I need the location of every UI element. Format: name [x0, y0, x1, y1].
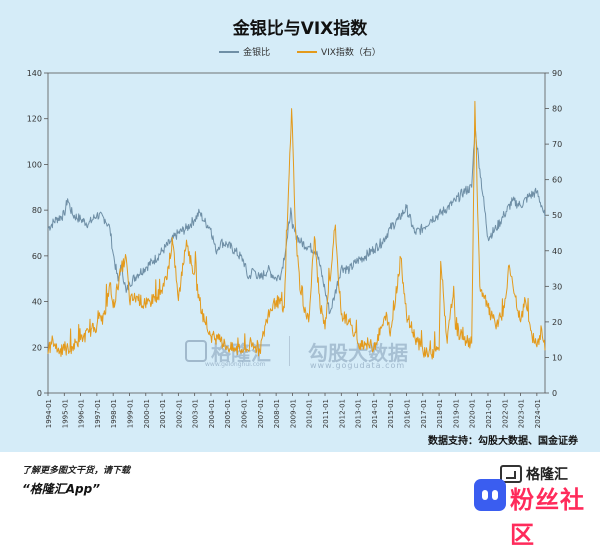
series-line-vix — [47, 100, 546, 360]
right-tick-label: 30 — [552, 282, 562, 291]
right-tick-label: 20 — [552, 318, 562, 327]
watermark-right-url: www.gogudata.com — [310, 361, 406, 370]
left-tick-label: 60 — [32, 252, 42, 261]
x-tick-label: 1997-01 — [94, 399, 102, 428]
legend-swatch-vix — [296, 50, 317, 53]
watermark-logo-icon — [185, 340, 207, 362]
chart-plot: 0 20 40 60 80 100 120 140 0 10 20 30 40 50 60 70 80 90 199… — [27, 69, 562, 428]
legend-swatch-gold-silver-ratio — [219, 50, 240, 53]
x-tick-label: 2006-01 — [241, 399, 249, 428]
x-tick-label: 2012-01 — [338, 399, 346, 428]
legend-label-vix: VIX指数（右） — [320, 48, 381, 58]
x-tick-label: 2004-01 — [208, 399, 216, 428]
x-tick-label: 2014-01 — [371, 399, 379, 428]
watermark-divider — [289, 336, 290, 366]
x-tick-label: 2020-01 — [469, 399, 477, 428]
left-tick-label: 20 — [32, 343, 42, 352]
left-tick-label: 0 — [37, 389, 42, 398]
x-tick-label: 2001-01 — [159, 399, 167, 428]
legend-item-gold-silver-ratio: 金银比 — [219, 45, 270, 58]
right-tick-label: 50 — [552, 211, 562, 220]
x-tick-label: 2015-01 — [387, 399, 395, 428]
brand-logo-icon — [500, 465, 522, 483]
x-tick-label: 2002-01 — [175, 399, 183, 428]
x-tick-label: 1996-01 — [78, 399, 86, 428]
right-tick-label: 0 — [552, 389, 557, 398]
brand-logo: 格隆汇 — [500, 464, 568, 484]
x-tick-label: 2011-01 — [322, 399, 330, 428]
x-tick-label: 2017-01 — [420, 399, 428, 428]
right-tick-label: 60 — [552, 176, 562, 185]
x-tick-label: 1995-01 — [61, 399, 69, 428]
right-tick-label: 70 — [552, 140, 562, 149]
right-tick-label: 40 — [552, 247, 562, 256]
left-tick-label: 80 — [32, 206, 42, 215]
left-tick-label: 100 — [27, 160, 42, 169]
right-tick-label: 90 — [552, 69, 562, 78]
community-logo-icon — [474, 479, 506, 511]
legend-item-vix: VIX指数（右） — [296, 45, 381, 58]
left-tick-label: 120 — [27, 115, 42, 124]
x-tick-label: 2021-01 — [485, 399, 493, 428]
x-tick-label: 1994-01 — [45, 399, 53, 428]
chart-title: 金银比与VIX指数 — [232, 19, 368, 39]
x-tick-label: 2013-01 — [355, 399, 363, 428]
x-tick-label: 1998-01 — [110, 399, 118, 428]
x-tick-label: 2018-01 — [436, 399, 444, 428]
x-tick-label: 2024-01 — [534, 399, 542, 428]
brand-name: 格隆汇 — [526, 467, 568, 483]
legend: 金银比 VIX指数（右） — [0, 45, 600, 58]
legend-label-gold-silver-ratio: 金银比 — [243, 48, 271, 58]
x-tick-label: 2007-01 — [257, 399, 265, 428]
left-tick-label: 140 — [27, 69, 42, 78]
x-tick-label: 2008-01 — [273, 399, 281, 428]
source-note: 数据支持：勾股大数据、国金证券 — [428, 436, 578, 447]
right-tick-label: 80 — [552, 105, 562, 114]
x-tick-label: 2003-01 — [192, 399, 200, 428]
x-tick-label: 2022-01 — [501, 399, 509, 428]
right-tick-label: 10 — [552, 353, 562, 362]
footer-app-name: “格隆汇App” — [22, 482, 100, 496]
x-tick-label: 2000-01 — [143, 399, 151, 428]
x-tick-label: 2010-01 — [306, 399, 314, 428]
x-tick-label: 2005-01 — [224, 399, 232, 428]
x-tick-label: 2023-01 — [518, 399, 526, 428]
community-watermark-text: 粉丝社区 — [510, 486, 585, 549]
series-line-gold-silver-ratio — [47, 127, 546, 315]
footer-promo-text: 了解更多图文干货，请下载 — [22, 466, 131, 476]
x-tick-label: 2009-01 — [289, 399, 297, 428]
x-tick-label: 2016-01 — [403, 399, 411, 428]
plot-frame — [47, 72, 546, 394]
watermark-left-url: www.gelonghui.com — [205, 361, 266, 368]
x-tick-label: 1999-01 — [126, 399, 134, 428]
left-tick-label: 40 — [32, 298, 42, 307]
x-tick-label: 2019-01 — [452, 399, 460, 428]
